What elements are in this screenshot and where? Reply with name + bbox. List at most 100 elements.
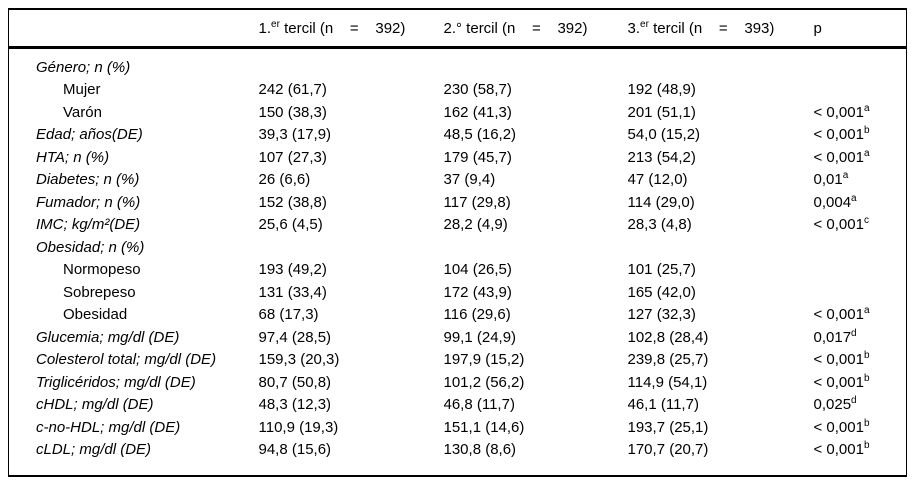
table-row: Género; n (%) — [9, 48, 907, 79]
tercil1-value: 97,4 (28,5) — [258, 328, 332, 346]
tercil2-value: 197,9 (15,2) — [443, 351, 525, 369]
tercil3-value: 114 (29,0) — [627, 193, 695, 211]
row-label: c-no-HDL; mg/dl (DE) — [36, 418, 181, 436]
tercil1-value: 94,8 (15,6) — [258, 441, 332, 459]
header-tercil-1-text: 1. — [258, 19, 272, 37]
table-row: Mujer 242 (61,7) 230 (58,7) 192 (48,9) — [9, 79, 907, 102]
tercil1-value: 242 (61,7) — [258, 81, 327, 99]
table-row: Obesidad; n (%) — [9, 236, 907, 259]
p-value-text: < 0,001 — [813, 418, 864, 436]
tercil1-value: 107 (27,3) — [258, 148, 327, 166]
header-tercil-2-rest: ° tercil (n = 392) — [456, 19, 588, 37]
tercil2-value: 28,2 (4,9) — [443, 216, 508, 234]
tercil1-value: 150 (38,3) — [258, 103, 327, 121]
p-value: < 0,001a — [814, 304, 907, 327]
tercil1-value: 110,9 (19,3) — [258, 418, 339, 436]
p-value-superscript: d — [851, 327, 857, 339]
tercil3-value: 170,7 (20,7) — [627, 441, 709, 459]
row-label: Mujer — [63, 81, 101, 99]
header-tercil-3-sup: er — [640, 18, 649, 30]
table-row: Obesidad 68 (17,3) 116 (29,6) 127 (32,3)… — [9, 304, 907, 327]
tercil1-value: 25,6 (4,5) — [258, 216, 323, 234]
tercil2-value: 46,8 (11,7) — [443, 396, 515, 414]
row-label: HTA; n (%) — [36, 148, 110, 166]
row-label: Edad; años(DE) — [36, 126, 143, 144]
p-value — [814, 48, 907, 79]
p-value: < 0,001b — [814, 416, 907, 439]
tercil3-value: 201 (51,1) — [627, 103, 696, 121]
tercil1-value: 131 (33,4) — [258, 283, 327, 301]
header-empty-cell — [8, 9, 259, 49]
tercil1-value: 48,3 (12,3) — [258, 396, 332, 414]
tertile-table-frame: 1.er tercil (n = 392) 2.° tercil (n = 39… — [8, 8, 907, 477]
tercil2-value: 172 (43,9) — [443, 283, 512, 301]
p-value-text: < 0,001 — [813, 441, 864, 459]
tercil1-value: 39,3 (17,9) — [258, 126, 332, 144]
row-label: Género; n (%) — [36, 58, 131, 76]
p-value-superscript: b — [863, 372, 870, 384]
tercil3-value: 47 (12,0) — [627, 171, 688, 189]
p-value — [814, 281, 907, 304]
tercil3-value — [628, 48, 814, 79]
table-body: Género; n (%) Mujer 242 (61,7) 230 (58,7… — [9, 48, 907, 477]
tercil3-value: 114,9 (54,1) — [627, 373, 708, 391]
table-row: Normopeso 193 (49,2) 104 (26,5) 101 (25,… — [9, 259, 907, 282]
tercil3-value: 165 (42,0) — [627, 283, 696, 301]
tercil1-value: 68 (17,3) — [258, 306, 319, 324]
table-row: HTA; n (%) 107 (27,3) 179 (45,7) 213 (54… — [9, 146, 907, 169]
row-label: Sobrepeso — [63, 283, 136, 301]
p-value-superscript: b — [863, 350, 870, 362]
tercil2-value — [444, 48, 628, 79]
tercil2-value: 117 (29,8) — [443, 193, 511, 211]
header-tercil-2-text: 2. — [443, 19, 457, 37]
tercil1-value: 152 (38,8) — [258, 193, 327, 211]
p-value-text: < 0,001 — [813, 373, 864, 391]
tercil2-value: 48,5 (16,2) — [443, 126, 517, 144]
table-row: Triglicéridos; mg/dl (DE) 80,7 (50,8) 10… — [9, 371, 907, 394]
p-value: 0,004a — [814, 191, 907, 214]
tercil2-value — [444, 236, 628, 259]
tercil2-value: 99,1 (24,9) — [443, 328, 517, 346]
table-row: Fumador; n (%) 152 (38,8) 117 (29,8) 114… — [9, 191, 907, 214]
header-tercil-3-rest: tercil (n = 393) — [648, 19, 775, 37]
tercil1-value: 159,3 (20,3) — [258, 351, 340, 369]
tercil2-value: 104 (26,5) — [443, 261, 512, 279]
table-row: Colesterol total; mg/dl (DE) 159,3 (20,3… — [9, 349, 907, 372]
p-value-text: 0,017 — [813, 328, 852, 346]
header-tercil-2: 2.° tercil (n = 392) — [443, 9, 628, 49]
p-value: 0,017d — [814, 326, 907, 349]
tercil2-value: 230 (58,7) — [443, 81, 512, 99]
row-label: Normopeso — [63, 261, 141, 279]
p-value-superscript: b — [863, 417, 870, 429]
p-value-superscript: a — [863, 147, 870, 159]
p-value-superscript: b — [863, 125, 870, 137]
p-value-text: < 0,001 — [813, 351, 864, 369]
p-value: < 0,001b — [814, 349, 907, 372]
table-row: cLDL; mg/dl (DE) 94,8 (15,6) 130,8 (8,6)… — [9, 439, 907, 477]
p-value-text: < 0,001 — [813, 126, 864, 144]
p-value-superscript: c — [863, 215, 869, 227]
header-p: p — [813, 9, 907, 49]
tercil1-value: 193 (49,2) — [258, 261, 327, 279]
p-value-superscript: d — [851, 395, 857, 407]
tercil3-value: 102,8 (28,4) — [627, 328, 709, 346]
tercil2-value: 151,1 (14,6) — [443, 418, 525, 436]
row-label: cHDL; mg/dl (DE) — [36, 396, 154, 414]
table-row: Diabetes; n (%) 26 (6,6) 37 (9,4) 47 (12… — [9, 169, 907, 192]
table-row: Glucemia; mg/dl (DE) 97,4 (28,5) 99,1 (2… — [9, 326, 907, 349]
p-value: < 0,001b — [814, 371, 907, 394]
tercil2-value: 101,2 (56,2) — [443, 373, 525, 391]
row-label: IMC; kg/m²(DE) — [36, 216, 141, 234]
tercil1-value — [259, 48, 444, 79]
p-value: < 0,001a — [814, 101, 907, 124]
header-tercil-1: 1.er tercil (n = 392) — [258, 9, 444, 49]
tercil1-value — [259, 236, 444, 259]
tercil3-value: 46,1 (11,7) — [627, 396, 699, 414]
row-label: Varón — [63, 103, 102, 121]
p-value: < 0,001b — [814, 439, 907, 477]
p-value-superscript: a — [851, 192, 857, 204]
row-label: Obesidad — [63, 306, 128, 324]
tercil2-value: 130,8 (8,6) — [443, 441, 517, 459]
header-tercil-1-rest: tercil (n = 392) — [279, 19, 406, 37]
row-label: Glucemia; mg/dl (DE) — [36, 328, 180, 346]
